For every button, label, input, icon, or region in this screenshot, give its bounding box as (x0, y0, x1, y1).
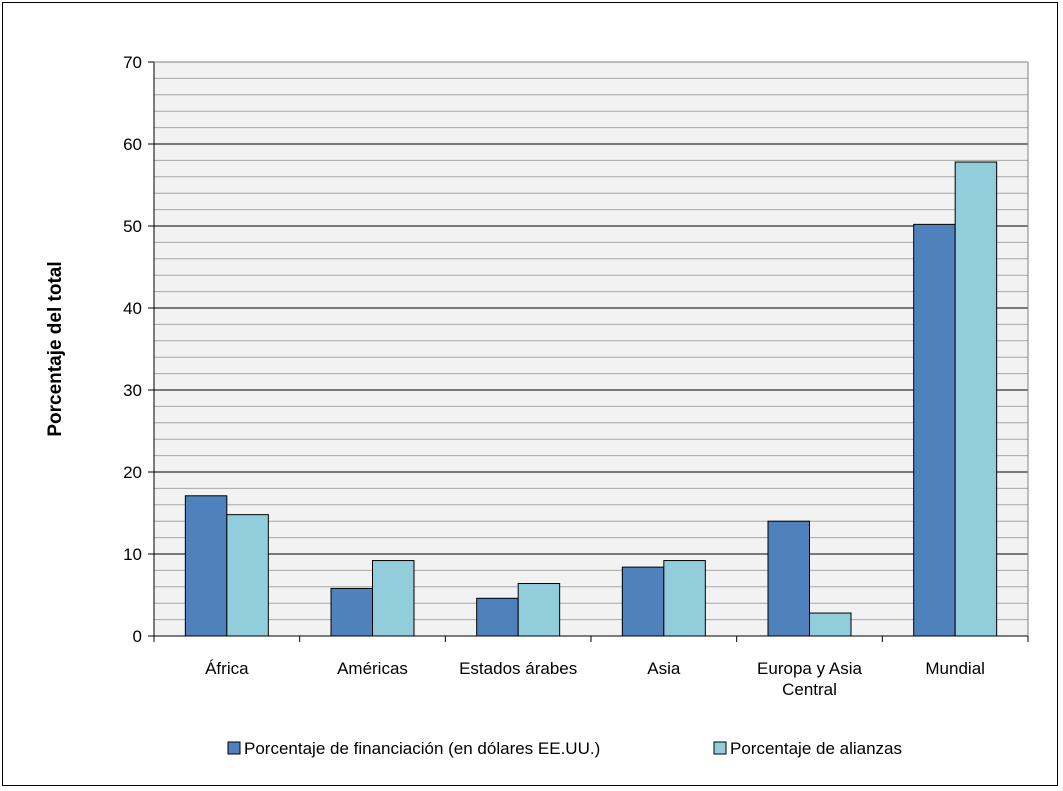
x-tick-label: Estados árabes (459, 659, 577, 678)
legend-label: Porcentaje de financiación (en dólares E… (244, 739, 600, 758)
bar (954, 161, 998, 637)
y-tick-label: 70 (123, 53, 142, 72)
y-tick-label: 50 (123, 217, 142, 236)
bar (663, 560, 706, 637)
bar (621, 566, 665, 637)
plot-area (154, 62, 1028, 636)
bar (809, 612, 852, 637)
legend-swatch (227, 741, 241, 755)
bar (184, 495, 228, 637)
y-axis-title: Porcentaje del total (45, 261, 66, 436)
bar (476, 597, 519, 637)
x-tick-label: Europa y Asia (757, 659, 862, 678)
y-tick-label: 20 (123, 463, 142, 482)
legend-swatch (713, 741, 727, 755)
x-tick-label: Mundial (925, 659, 985, 678)
x-tick-label: Central (782, 680, 837, 699)
bar (330, 587, 373, 637)
y-tick-label: 60 (123, 135, 142, 154)
x-tick-label: Asia (647, 659, 681, 678)
x-tick-label: África (205, 659, 249, 678)
bar (517, 583, 561, 637)
bar (913, 223, 956, 637)
y-tick-label: 10 (123, 545, 142, 564)
y-tick-label: 0 (133, 627, 142, 646)
bar (372, 560, 415, 637)
bar (226, 514, 269, 637)
legend-label: Porcentaje de alianzas (730, 739, 902, 758)
y-tick-label: 40 (123, 299, 142, 318)
bar (767, 520, 810, 637)
y-tick-label: 30 (123, 381, 142, 400)
x-tick-label: Américas (337, 659, 408, 678)
